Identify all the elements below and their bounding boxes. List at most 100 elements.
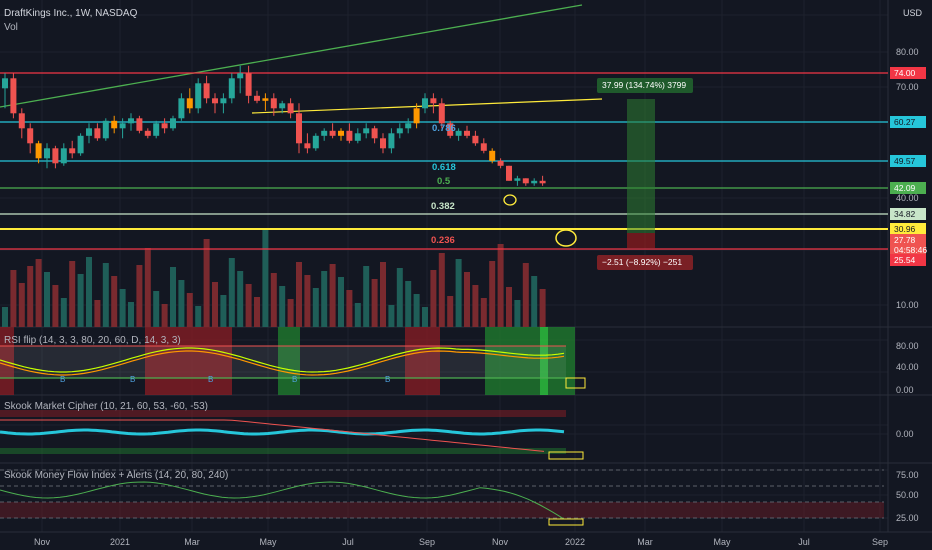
candle bbox=[44, 148, 50, 159]
candle bbox=[539, 180, 546, 184]
candlestick-series bbox=[2, 65, 546, 186]
candle bbox=[195, 83, 202, 109]
volume-bar bbox=[380, 262, 386, 327]
price-label: 74.00 bbox=[894, 68, 916, 78]
cipher-upper-band bbox=[0, 410, 566, 417]
price-label: 25.54 bbox=[894, 255, 916, 265]
candle bbox=[489, 150, 496, 161]
price-label: 60.27 bbox=[894, 117, 916, 127]
fib-label: 0.786 bbox=[432, 123, 456, 134]
price-tick-label: 80.00 bbox=[896, 47, 919, 57]
volume-bar bbox=[489, 261, 496, 327]
volume-bar bbox=[312, 288, 319, 327]
candle bbox=[413, 108, 420, 124]
candle bbox=[464, 130, 470, 136]
volume-bar bbox=[203, 239, 210, 327]
volume-bar bbox=[77, 274, 84, 327]
trend-line bbox=[0, 4, 583, 108]
candle bbox=[86, 128, 92, 136]
time-tick-label: May bbox=[713, 537, 731, 547]
candle bbox=[455, 130, 462, 136]
time-tick-label: May bbox=[259, 537, 277, 547]
volume-bar bbox=[472, 285, 479, 327]
candle bbox=[203, 83, 210, 99]
rsi-tick-label: 80.00 bbox=[896, 341, 919, 351]
price-label: 49.57 bbox=[894, 156, 916, 166]
position-boxes bbox=[597, 78, 693, 270]
volume-bar bbox=[35, 259, 42, 327]
volume-bar bbox=[413, 294, 420, 327]
volume-bar bbox=[27, 266, 34, 327]
volume-bar bbox=[329, 264, 336, 327]
candle bbox=[363, 128, 370, 134]
highlight-circle bbox=[555, 229, 577, 247]
candle bbox=[329, 130, 336, 136]
candle bbox=[506, 165, 512, 181]
price-label: 27.78 bbox=[894, 235, 916, 245]
candle bbox=[438, 103, 445, 124]
candle bbox=[35, 143, 42, 159]
highlight-circle bbox=[503, 194, 517, 206]
candle bbox=[296, 113, 302, 144]
candle bbox=[69, 148, 76, 154]
cipher-lower-band bbox=[0, 448, 566, 454]
volume-bar bbox=[438, 253, 445, 327]
volume-bar bbox=[506, 287, 512, 327]
fib-label: 0.236 bbox=[431, 235, 455, 246]
candle bbox=[321, 130, 328, 136]
volume-bar bbox=[405, 281, 412, 327]
candle bbox=[522, 178, 529, 184]
rsi-zone-green bbox=[485, 327, 540, 395]
volume-bar bbox=[497, 244, 504, 327]
volume-bar bbox=[422, 307, 428, 327]
price-label: 30.96 bbox=[894, 224, 916, 234]
time-tick-label: Mar bbox=[184, 537, 200, 547]
volume-bar bbox=[161, 304, 168, 327]
volume-bar bbox=[186, 293, 193, 327]
price-label-bg bbox=[890, 254, 926, 266]
rsi-marker: B bbox=[385, 375, 390, 384]
volume-bar bbox=[531, 276, 538, 327]
volume-bar bbox=[220, 295, 227, 327]
volume-bar bbox=[144, 248, 151, 327]
volume-bar bbox=[2, 307, 8, 327]
candle bbox=[279, 103, 286, 109]
time-tick-label: Mar bbox=[637, 537, 653, 547]
rsi-zone-green bbox=[548, 327, 575, 395]
candle bbox=[480, 143, 487, 151]
candle bbox=[422, 98, 428, 109]
rsi-highlight-box bbox=[565, 377, 586, 389]
volume-bar bbox=[287, 299, 294, 327]
volume-bar bbox=[60, 298, 67, 327]
time-tick-label: Jul bbox=[342, 537, 354, 547]
volume-bar bbox=[86, 257, 92, 327]
volume-bar bbox=[228, 258, 235, 327]
candle bbox=[388, 133, 395, 149]
volume-label: Vol bbox=[4, 22, 18, 33]
candle bbox=[287, 103, 294, 114]
candle bbox=[497, 160, 504, 166]
volume-bar bbox=[153, 291, 160, 327]
volume-bar bbox=[237, 271, 244, 327]
cipher-tick-label: 0.00 bbox=[896, 429, 914, 439]
volume-bar bbox=[136, 265, 143, 327]
candle bbox=[472, 135, 479, 144]
candle bbox=[178, 98, 185, 119]
volume-bar bbox=[464, 272, 470, 327]
candle bbox=[119, 123, 126, 129]
mfi-tick-label: 75.00 bbox=[896, 470, 919, 480]
candle bbox=[220, 98, 227, 104]
volume-bar bbox=[514, 300, 521, 327]
cipher-pane-title: Skook Market Cipher (10, 21, 60, 53, -60… bbox=[4, 401, 208, 412]
price-tick-label: 40.00 bbox=[896, 193, 919, 203]
rsi-marker: B bbox=[292, 375, 297, 384]
volume-bar bbox=[363, 266, 370, 327]
rsi-d-line bbox=[0, 350, 565, 376]
volume-bar bbox=[447, 296, 454, 327]
currency-label: USD bbox=[903, 8, 923, 18]
candle bbox=[18, 113, 25, 129]
indicator-background bbox=[0, 327, 884, 519]
candle bbox=[447, 123, 454, 136]
candle bbox=[170, 118, 176, 129]
